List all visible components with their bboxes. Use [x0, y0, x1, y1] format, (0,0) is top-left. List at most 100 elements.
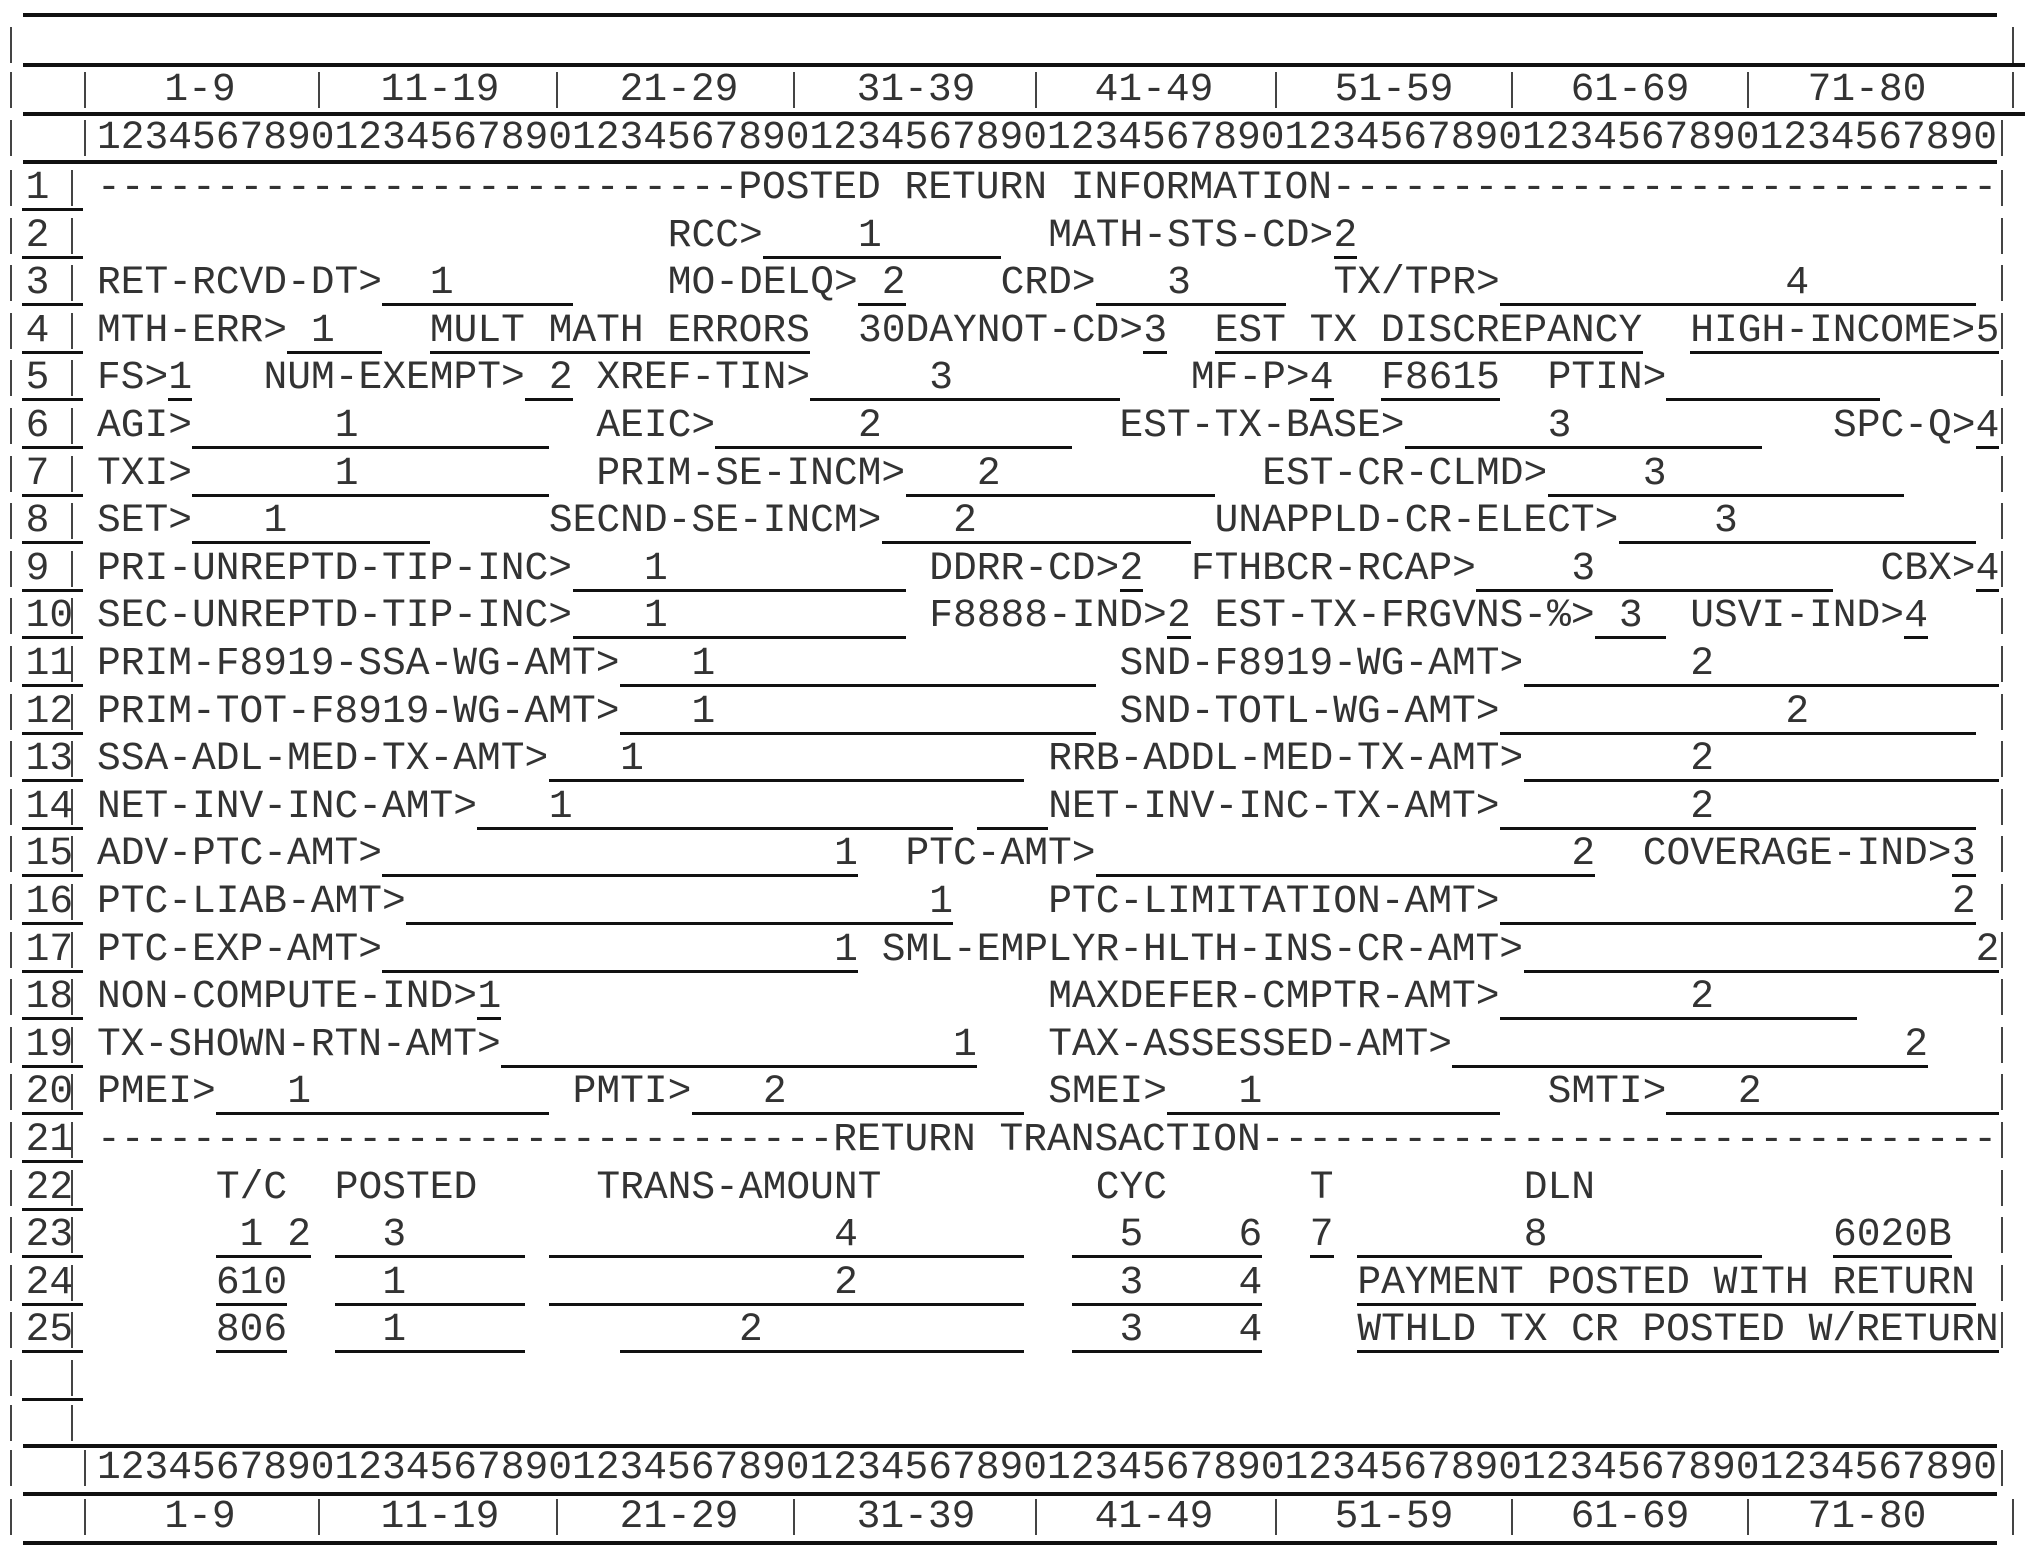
column-group-label: 41-49 [1094, 1494, 1214, 1539]
field-value: 1 [929, 879, 954, 924]
field-label: RCC> [667, 212, 763, 258]
field-underline [1832, 1255, 1952, 1259]
row-number: 25 [25, 1307, 74, 1353]
row-number: 16 [25, 879, 74, 924]
field-label: TX/TPR> [1333, 260, 1500, 306]
column-divider [71, 170, 74, 206]
column-divider [10, 788, 12, 825]
field-value: 2 [1951, 879, 1976, 924]
field-underline [857, 303, 906, 307]
field-label: PRIM-F8919-SSA-WG-AMT> [97, 641, 620, 686]
column-divider [84, 1499, 86, 1535]
field-underline [406, 922, 954, 925]
field-label: SMTI> [1547, 1069, 1667, 1115]
column-divider [10, 1312, 12, 1349]
column-divider [71, 1217, 74, 1254]
field-underline [192, 446, 549, 449]
field-value: 2 [1119, 545, 1144, 591]
column-divider [10, 360, 12, 397]
field-underline [192, 493, 549, 497]
field-value: 2 [1571, 831, 1596, 877]
field-value: 610 [215, 1259, 288, 1305]
field-underline [501, 1064, 977, 1068]
field-underline [1071, 1350, 1263, 1354]
field-value: 3 [1143, 307, 1168, 353]
column-group-label: 31-39 [856, 1494, 976, 1539]
field-underline [976, 826, 1049, 830]
row-number-underline [21, 1160, 84, 1163]
column-group-label: 61-69 [1570, 67, 1690, 112]
column-divider [10, 550, 12, 587]
column-divider [71, 646, 74, 682]
row-number: 7 [25, 450, 50, 496]
field-underline [548, 779, 1025, 783]
column-divider [2001, 120, 2004, 156]
field-underline [1095, 303, 1286, 307]
column-group-label: 51-59 [1334, 1494, 1454, 1539]
field-underline [382, 969, 858, 973]
field-underline [334, 1350, 526, 1354]
row-number: 14 [25, 783, 74, 829]
field-underline [1452, 1064, 1929, 1068]
row-number: 4 [25, 307, 50, 353]
field-label: EST-TX-BASE> [1119, 403, 1405, 448]
field-label: T/C [215, 1164, 288, 1210]
horizontal-rule [23, 112, 2025, 116]
field-value: 4 [1309, 355, 1334, 401]
row-number-underline [21, 731, 84, 735]
column-divider [10, 120, 12, 156]
field-underline [762, 255, 1001, 259]
column-divider [2001, 312, 2004, 349]
field-value: 1 [953, 1021, 977, 1067]
field-underline [1500, 303, 1976, 307]
horizontal-rule [23, 1541, 1997, 1545]
field-value: 1 [834, 926, 858, 972]
field-underline [1666, 1112, 2000, 1116]
field-value: 1 [263, 498, 288, 544]
column-divider [318, 1499, 320, 1535]
field-label: NET-INV-INC-AMT> [97, 783, 478, 829]
field-value: 1 [691, 641, 716, 686]
field-underline [620, 1350, 1025, 1354]
field-label: TXI> [97, 450, 193, 496]
field-underline [382, 303, 573, 307]
column-divider [793, 72, 795, 108]
column-divider [10, 598, 12, 635]
row-number-underline [21, 208, 84, 211]
field-underline [1975, 588, 2000, 592]
column-divider [71, 1169, 74, 1206]
column-divider [71, 503, 74, 540]
field-label: PTC-LIMITATION-AMT> [1048, 879, 1500, 924]
column-divider [2001, 503, 2004, 540]
field-value: 1 [311, 307, 335, 353]
row-number: 15 [25, 831, 74, 877]
column-divider [2001, 550, 2004, 587]
row-number: 2 [25, 212, 50, 258]
column-divider [10, 884, 12, 920]
field-value: 1 [239, 1212, 264, 1258]
field-underline [1476, 588, 1833, 592]
field-underline [334, 1255, 526, 1259]
field-label: UNAPPLD-CR-ELECT> [1214, 498, 1619, 544]
field-underline [1309, 398, 1334, 402]
field-value: 3 [382, 1212, 407, 1258]
field-underline [1547, 493, 1905, 497]
field-value: 2 [1785, 688, 1810, 734]
field-label: CBX> [1880, 545, 1976, 591]
field-value: 1 [287, 1069, 311, 1115]
field-underline [215, 1255, 311, 1259]
row-number-underline [21, 1302, 84, 1306]
column-divider [2001, 693, 2004, 730]
column-divider [71, 788, 74, 825]
column-divider [2001, 836, 2004, 873]
row-number-underline [21, 350, 84, 354]
field-value: 1 [643, 545, 668, 591]
field-underline [1690, 350, 2000, 354]
column-divider [10, 503, 12, 540]
row-number-underline [21, 874, 84, 878]
field-value: 2 [1737, 1069, 1762, 1115]
field-underline [1309, 1255, 1334, 1259]
field-value: 2 [976, 450, 1001, 496]
field-value: 3 [1714, 498, 1738, 544]
field-underline [192, 541, 430, 545]
